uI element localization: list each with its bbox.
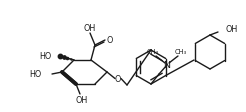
- Text: CH₃: CH₃: [175, 49, 187, 55]
- Text: HO: HO: [30, 70, 42, 79]
- Text: O: O: [115, 75, 121, 84]
- Text: O: O: [107, 36, 113, 44]
- Text: N: N: [164, 60, 170, 70]
- Text: OH: OH: [84, 24, 96, 32]
- Text: HO: HO: [40, 52, 52, 60]
- Text: OH: OH: [226, 25, 238, 33]
- Text: CH₃: CH₃: [147, 49, 159, 55]
- Text: OH: OH: [76, 96, 88, 104]
